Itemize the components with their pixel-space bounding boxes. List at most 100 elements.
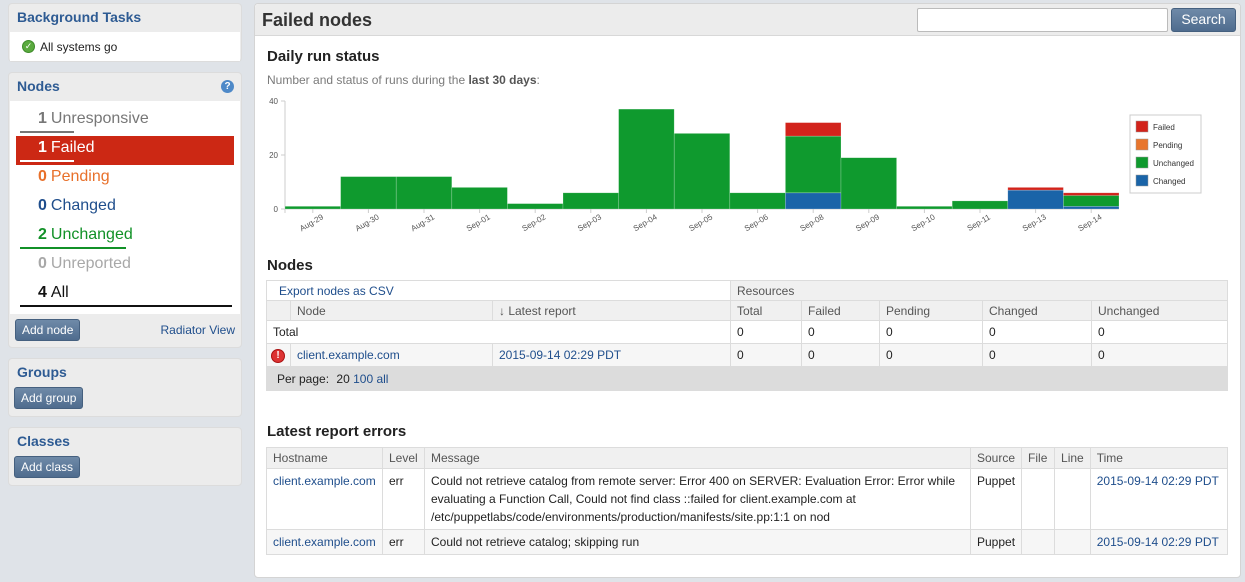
table-row: client.example.com err Could not retriev… <box>266 529 1229 555</box>
x-tick-label: Sep-14 <box>1077 212 1104 233</box>
background-tasks-title: Background Tasks <box>17 9 142 25</box>
col-node[interactable]: Node <box>290 300 493 321</box>
hostname-link[interactable]: client.example.com <box>273 474 376 488</box>
x-tick-label: Sep-08 <box>799 212 826 233</box>
classes-panel-title: Classes <box>17 433 70 449</box>
x-tick-label: Sep-06 <box>743 212 770 233</box>
bar-unchanged <box>673 133 731 210</box>
level-cell: err <box>382 529 425 555</box>
legend-swatch <box>1135 120 1149 133</box>
col-time: Time <box>1089 447 1229 469</box>
report-errors-table: Hostname Level Message Source File Line … <box>266 447 1229 555</box>
radiator-view-link[interactable]: Radiator View <box>160 323 235 337</box>
x-tick-label: Aug-30 <box>354 212 381 233</box>
x-tick-label: Sep-13 <box>1021 212 1048 233</box>
bar-unchanged <box>507 203 564 210</box>
x-tick-label: Sep-11 <box>966 212 993 233</box>
bar-unchanged <box>896 206 953 210</box>
report-errors-heading: Latest report errors <box>267 423 407 440</box>
node-status-changed[interactable]: 0 Changed <box>16 194 234 223</box>
status-label: Unreported <box>50 255 131 272</box>
table-row: client.example.com err Could not retriev… <box>266 468 1229 530</box>
status-count: 4 <box>38 284 47 301</box>
x-tick-label: Aug-29 <box>298 212 325 233</box>
total-value: 0 <box>982 320 1092 344</box>
file-cell <box>1021 529 1056 555</box>
per-page-all-link[interactable]: all <box>376 371 389 386</box>
col-pending[interactable]: Pending <box>879 300 983 321</box>
status-label: Unchanged <box>50 226 133 243</box>
classes-panel: Classes Add class <box>8 427 242 486</box>
add-group-button[interactable]: Add group <box>14 387 84 409</box>
status-count: 1 <box>38 139 47 156</box>
node-status-all[interactable]: 4 All <box>16 281 234 310</box>
node-status-pending[interactable]: 0 Pending <box>16 165 234 194</box>
file-cell <box>1021 468 1056 530</box>
bar-unchanged <box>840 157 897 210</box>
status-label: Unresponsive <box>50 110 149 127</box>
x-tick-label: Sep-05 <box>687 212 714 233</box>
resources-header: Resources <box>730 280 1228 301</box>
status-label: Pending <box>50 168 110 185</box>
time-link[interactable]: 2015-09-14 02:29 PDT <box>1096 535 1219 549</box>
status-count: 0 <box>38 168 47 185</box>
col-file: File <box>1021 447 1056 469</box>
line-cell <box>1054 468 1091 530</box>
node-status-unreported[interactable]: 0 Unreported <box>16 252 234 281</box>
x-tick-label: Sep-09 <box>854 212 881 233</box>
per-page-100-link[interactable]: 100 <box>353 371 374 386</box>
latest-report-link[interactable]: 2015-09-14 02:29 PDT <box>499 348 622 362</box>
bar-unchanged <box>785 135 842 194</box>
daily-run-chart: 0 20 40 Aug-29 Aug-30 Aug-31 Sep-01 Sep-02 Sep-0… <box>269 97 1202 233</box>
bar-unchanged <box>951 200 1009 210</box>
col-changed[interactable]: Changed <box>982 300 1092 321</box>
col-failed[interactable]: Failed <box>801 300 880 321</box>
col-level: Level <box>382 447 425 469</box>
resource-value: 0 <box>982 343 1092 367</box>
x-tick-label: Sep-01 <box>465 212 492 233</box>
node-status-unchanged[interactable]: 2 Unchanged <box>16 223 234 252</box>
total-value: 0 <box>730 320 802 344</box>
status-label: Failed <box>50 139 95 156</box>
node-link[interactable]: client.example.com <box>297 348 400 362</box>
search-input[interactable] <box>917 8 1168 32</box>
x-tick-label: Sep-10 <box>910 212 937 233</box>
bar-changed <box>1007 189 1064 210</box>
status-count: 0 <box>38 197 47 214</box>
bar-unchanged <box>562 192 619 210</box>
resource-value: 0 <box>730 343 802 367</box>
y-tick-label: 0 <box>274 205 279 214</box>
page-title: Failed nodes <box>262 10 373 30</box>
col-unchanged[interactable]: Unchanged <box>1091 300 1228 321</box>
nodes-table: Export nodes as CSV Resources Node ↓ Lat… <box>266 280 1228 391</box>
col-latest-report[interactable]: ↓ Latest report <box>492 300 731 321</box>
hostname-link[interactable]: client.example.com <box>273 535 376 549</box>
check-circle-icon: ✓ <box>22 40 35 53</box>
total-value: 0 <box>879 320 983 344</box>
node-status-failed[interactable]: 1 Failed <box>16 136 234 165</box>
bar-unchanged <box>340 176 397 210</box>
add-class-button[interactable]: Add class <box>14 456 81 478</box>
per-page-label: Per page: <box>277 371 330 386</box>
bar-changed <box>1063 206 1120 210</box>
export-nodes-csv-link[interactable]: Export nodes as CSV <box>279 283 394 298</box>
status-count: 2 <box>38 226 47 243</box>
x-tick-label: Aug-31 <box>409 212 436 233</box>
add-node-button[interactable]: Add node <box>15 319 81 341</box>
resource-value: 0 <box>879 343 983 367</box>
node-status-unresponsive[interactable]: 1 Unresponsive <box>16 107 234 136</box>
background-tasks-panel: Background Tasks ✓ All systems go <box>8 3 242 62</box>
groups-panel: Groups Add group <box>8 358 242 417</box>
search-button[interactable]: Search <box>1171 8 1236 32</box>
col-total[interactable]: Total <box>730 300 802 321</box>
sidebar: Background Tasks ✓ All systems go Nodes … <box>8 3 242 496</box>
bar-unchanged <box>284 206 341 210</box>
node-status-list: 1 Unresponsive 1 Failed 0 Pending 0 Changed … <box>10 101 240 314</box>
status-label: All <box>50 284 69 301</box>
legend-label: Pending <box>1153 141 1182 150</box>
level-cell: err <box>382 468 425 530</box>
y-tick-label: 40 <box>269 97 278 106</box>
help-icon[interactable]: ? <box>221 80 234 93</box>
bar-failed <box>785 122 842 137</box>
time-link[interactable]: 2015-09-14 02:29 PDT <box>1096 474 1219 488</box>
